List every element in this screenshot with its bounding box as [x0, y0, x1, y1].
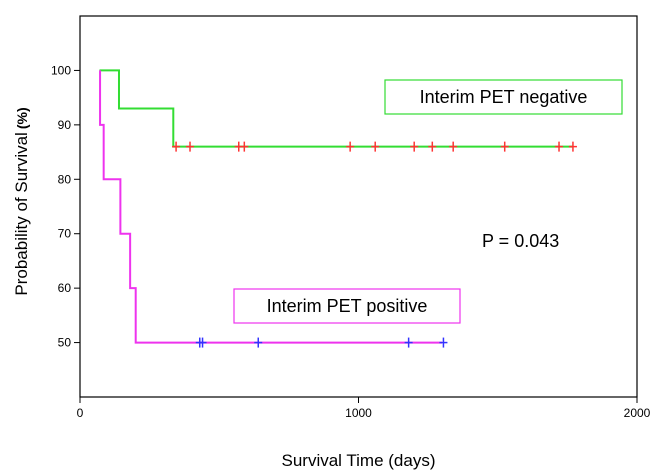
censor-mark [439, 337, 448, 348]
y-tick-label: 90 [58, 118, 72, 132]
censor-mark [346, 141, 355, 152]
y-tick-label: 70 [58, 227, 72, 241]
y-tick-label: 100 [51, 63, 71, 77]
censor-mark [500, 141, 509, 152]
y-tick-label: 50 [58, 336, 72, 350]
p-value-annotation: P = 0.043 [482, 231, 559, 251]
y-axis-title-main: Probability of Survival [12, 132, 31, 295]
censor-mark [404, 337, 413, 348]
y-tick-label: 60 [58, 281, 72, 295]
censor-mark [186, 141, 195, 152]
censor-mark [254, 337, 263, 348]
censor-mark [568, 141, 577, 152]
series-label-box-0: Interim PET negative [384, 79, 623, 115]
censor-mark [410, 141, 419, 152]
series-label-text: Interim PET negative [420, 87, 588, 107]
y-tick-label: 80 [58, 172, 72, 186]
x-axis-title: Survival Time (days) [282, 451, 436, 470]
censor-mark [240, 141, 249, 152]
x-tick-label: 2000 [624, 406, 651, 420]
x-tick-label: 0 [77, 406, 84, 420]
series-label-box-1: Interim PET positive [233, 288, 461, 324]
plot-area-frame [79, 15, 638, 398]
censor-mark [449, 141, 458, 152]
series-line-1 [99, 70, 443, 344]
censor-mark [172, 141, 181, 152]
y-axis-title: Probability of Survival (%) [12, 107, 31, 295]
x-tick-label: 1000 [345, 406, 372, 420]
censor-mark [428, 141, 437, 152]
censor-mark [555, 141, 564, 152]
series-label-text: Interim PET positive [267, 296, 428, 316]
censor-mark [198, 337, 207, 348]
y-axis-title-unit: (%) [14, 107, 30, 129]
censor-mark [371, 141, 380, 152]
